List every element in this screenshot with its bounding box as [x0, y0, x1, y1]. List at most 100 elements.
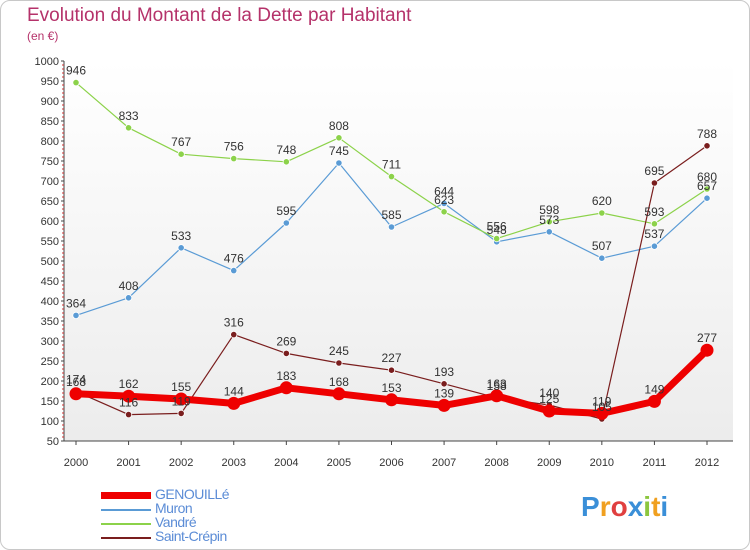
data-point	[177, 150, 185, 158]
data-point	[437, 398, 451, 412]
data-point	[230, 155, 238, 163]
logo-letter: t	[651, 491, 661, 522]
data-point	[493, 235, 501, 243]
series-line	[75, 145, 708, 420]
data-label: 657	[697, 179, 717, 193]
data-label: 408	[119, 279, 139, 293]
data-label: 756	[224, 140, 244, 154]
data-label: 833	[119, 109, 139, 123]
data-label: 168	[329, 375, 349, 389]
x-tick-label: 2002	[169, 457, 193, 469]
data-point	[279, 381, 293, 395]
data-label: 105	[592, 400, 612, 414]
data-point	[124, 124, 133, 132]
data-label: 364	[66, 296, 86, 310]
data-point	[282, 349, 290, 357]
y-tick-label: 500	[41, 256, 59, 268]
data-label: 808	[329, 119, 349, 133]
y-tick-label: 300	[41, 336, 59, 348]
data-label: 183	[276, 369, 296, 383]
y-tick-label: 350	[41, 316, 59, 328]
x-tick-label: 2008	[484, 457, 508, 469]
data-point	[282, 219, 290, 227]
data-label: 476	[224, 252, 244, 266]
data-point	[177, 409, 185, 417]
x-tick-label: 2000	[64, 457, 88, 469]
chart-title: Evolution du Montant de la Dette par Hab…	[27, 5, 412, 26]
data-point	[124, 410, 133, 419]
data-point	[387, 366, 396, 374]
data-label: 153	[381, 381, 401, 395]
data-label: 573	[539, 213, 559, 227]
data-label: 695	[644, 164, 664, 178]
data-point	[72, 311, 80, 319]
x-tick-label: 2003	[222, 457, 246, 469]
data-point	[332, 387, 346, 401]
data-label: 537	[644, 227, 664, 241]
x-tick-label: 2009	[537, 457, 561, 469]
data-point	[595, 406, 609, 420]
data-label: 767	[171, 135, 191, 149]
data-point	[124, 294, 133, 302]
logo-letter: x	[627, 491, 644, 522]
data-label: 598	[539, 203, 559, 217]
y-tick-label: 650	[41, 196, 59, 208]
data-label: 174	[66, 372, 86, 386]
data-label: 595	[276, 204, 296, 218]
data-point	[122, 389, 136, 403]
data-label: 158	[487, 379, 507, 393]
data-point	[387, 223, 396, 231]
data-point	[174, 392, 188, 406]
data-label: 711	[382, 158, 401, 172]
y-tick-label: 700	[41, 176, 59, 188]
y-tick-label: 950	[41, 76, 59, 88]
data-label: 119	[172, 394, 191, 408]
logo-letter: i	[660, 491, 669, 522]
y-tick-label: 200	[41, 376, 59, 388]
y-tick-label: 800	[41, 136, 59, 148]
data-label: 745	[329, 144, 349, 158]
data-point	[650, 220, 659, 228]
data-point	[545, 218, 553, 226]
data-point	[230, 266, 238, 275]
data-point	[440, 208, 448, 216]
data-label: 269	[276, 334, 296, 348]
data-label: 144	[224, 384, 244, 398]
data-label: 149	[644, 382, 664, 396]
data-label: 140	[539, 386, 559, 400]
data-label: 946	[66, 64, 86, 78]
data-label: 125	[539, 392, 559, 406]
data-point	[385, 393, 398, 407]
data-point	[703, 194, 711, 202]
legend-label-genouille: GENOUILLé	[155, 486, 230, 502]
y-tick-label: 450	[41, 276, 59, 288]
plot-area	[64, 61, 733, 441]
data-point	[335, 359, 343, 367]
data-point	[227, 396, 241, 410]
x-tick-label: 2006	[379, 457, 403, 469]
data-label: 168	[66, 375, 86, 389]
y-tick-label: 550	[41, 236, 59, 248]
y-tick-label: 1000	[35, 56, 59, 68]
proxiti-logo: Proxiti	[581, 491, 668, 523]
data-label: 155	[171, 380, 191, 394]
data-point	[703, 142, 711, 150]
data-label: 245	[329, 344, 349, 358]
data-label: 748	[276, 143, 296, 157]
y-tick-label: 400	[41, 296, 59, 308]
data-label: 680	[697, 170, 717, 184]
data-label: 620	[592, 194, 612, 208]
data-point	[598, 209, 606, 217]
data-label: 193	[434, 365, 454, 379]
data-point	[700, 343, 714, 357]
x-tick-label: 2007	[432, 457, 456, 469]
data-point	[387, 173, 396, 181]
x-tick-label: 2011	[643, 457, 667, 469]
data-point	[545, 228, 553, 236]
data-point	[650, 179, 659, 187]
x-tick-label: 2004	[274, 457, 298, 469]
logo-letter: i	[643, 491, 652, 522]
data-label: 277	[697, 331, 717, 345]
